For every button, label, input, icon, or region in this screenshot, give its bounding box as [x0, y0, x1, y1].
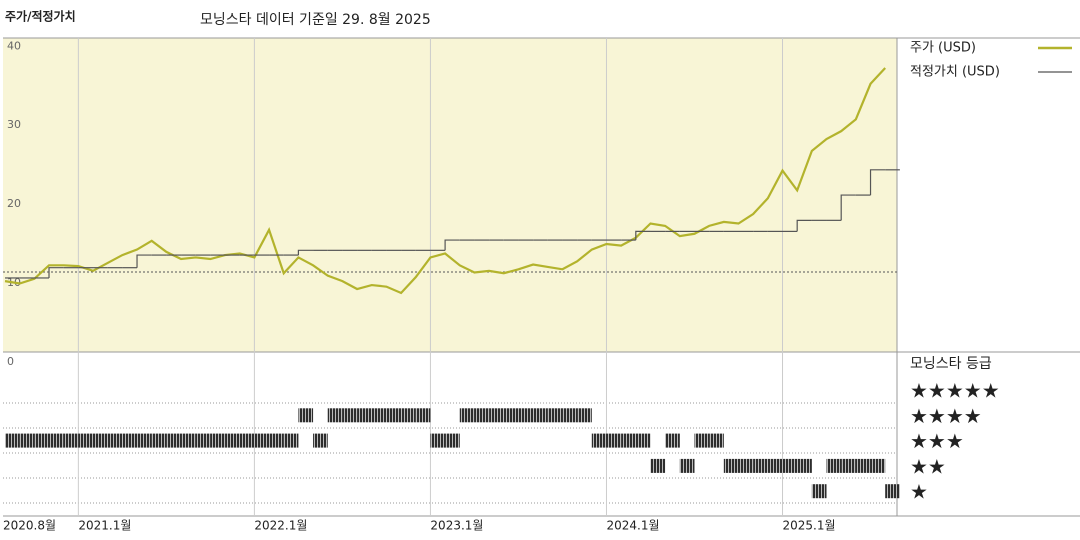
fair-value-step — [297, 249, 314, 256]
rating-title: 모닝스타 등급 — [910, 356, 992, 372]
legend-label: 주가 (USD) — [910, 41, 976, 56]
rating-bar — [841, 458, 856, 473]
rating-bar — [19, 433, 35, 448]
rating-bar — [430, 433, 446, 448]
rating-level-label: ★★★ — [910, 429, 964, 453]
rating-level-label: ★★★★★ — [910, 379, 1000, 403]
rating-bar — [562, 408, 578, 423]
fair-value-step — [869, 169, 886, 196]
rating-bar — [401, 408, 416, 423]
rating-bar — [327, 408, 343, 423]
rating-bar — [298, 408, 314, 423]
rating-bar — [665, 433, 680, 448]
rating-bar — [93, 433, 108, 448]
rating-bar — [342, 408, 358, 423]
rating-bar — [107, 433, 123, 448]
rating-bar — [239, 433, 255, 448]
rating-bar — [445, 433, 460, 448]
rating-bar — [137, 433, 152, 448]
rating-bar — [371, 408, 387, 423]
fair-value-step — [840, 194, 856, 221]
rating-level-label: ★ — [910, 480, 928, 504]
rating-bar — [151, 433, 167, 448]
rating-bar — [533, 408, 548, 423]
x-tick-label: 2025.1월 — [783, 519, 836, 533]
rating-bar — [782, 458, 798, 473]
rating-bar — [269, 433, 284, 448]
rating-bar — [694, 433, 710, 448]
rating-bar — [357, 408, 372, 423]
rating-bar — [709, 433, 724, 448]
rating-bar — [503, 408, 519, 423]
rating-bar — [577, 408, 592, 423]
rating-level-label: ★★ — [910, 454, 946, 478]
fair-value-step — [796, 219, 812, 232]
rating-bar — [826, 458, 842, 473]
rating-bar — [195, 433, 211, 448]
rating-bar — [415, 408, 431, 423]
x-tick-label: 2024.1월 — [606, 519, 659, 533]
rating-bar — [78, 433, 94, 448]
rating-bar — [225, 433, 240, 448]
rating-bar — [489, 408, 504, 423]
chart-title: 주가/적정가치 — [5, 9, 76, 24]
x-tick-label: 2021.1월 — [78, 519, 131, 533]
rating-bar — [5, 433, 20, 448]
rating-bar — [591, 433, 607, 448]
rating-bar — [870, 458, 886, 473]
rating-bar — [181, 433, 196, 448]
rating-bar — [723, 458, 739, 473]
rating-bar — [474, 408, 490, 423]
price-line — [4, 67, 887, 295]
rating-bar — [547, 408, 563, 423]
rating-bar — [49, 433, 64, 448]
rating-bar — [166, 433, 182, 448]
fair-value-step — [444, 239, 460, 251]
x-tick-label: 2020.8월 — [3, 519, 56, 533]
rating-bar — [855, 458, 871, 473]
rating-bar — [885, 484, 900, 499]
rating-bar — [313, 433, 328, 448]
rating-bar — [283, 433, 299, 448]
legend-label: 적정가치 (USD) — [910, 65, 1000, 80]
rating-bar — [738, 458, 754, 473]
fair-value-step — [136, 254, 152, 268]
chart-subtitle: 모닝스타 데이터 기준일 29. 8월 2025 — [200, 12, 431, 28]
rating-bar — [650, 458, 666, 473]
x-tick-label: 2023.1월 — [430, 519, 483, 533]
rating-bar — [254, 433, 270, 448]
rating-level-label: ★★★★ — [910, 404, 982, 428]
y-tick-label: 20 — [7, 197, 21, 210]
y-tick-label: 30 — [7, 118, 21, 131]
rating-bar — [606, 433, 622, 448]
rating-bar — [34, 433, 50, 448]
rating-bar — [122, 433, 138, 448]
rating-bar — [518, 408, 534, 423]
rating-bar — [621, 433, 636, 448]
frame — [3, 37, 1080, 517]
rating-bar — [753, 458, 768, 473]
rating-bar — [797, 458, 812, 473]
rating-bar — [811, 484, 827, 499]
plot-background — [3, 38, 897, 352]
rating-bar — [459, 408, 475, 423]
rating-bar — [210, 433, 226, 448]
rating-bar — [679, 458, 695, 473]
fair-value-step — [48, 267, 64, 278]
y-tick-label: 40 — [7, 39, 21, 52]
rating-bar — [767, 458, 783, 473]
y-tick-label: 0 — [7, 355, 14, 368]
x-tick-label: 2022.1월 — [254, 519, 307, 533]
rating-bar — [386, 408, 402, 423]
rating-bar — [635, 433, 651, 448]
fair-value-step — [635, 230, 651, 241]
rating-bar — [63, 433, 79, 448]
